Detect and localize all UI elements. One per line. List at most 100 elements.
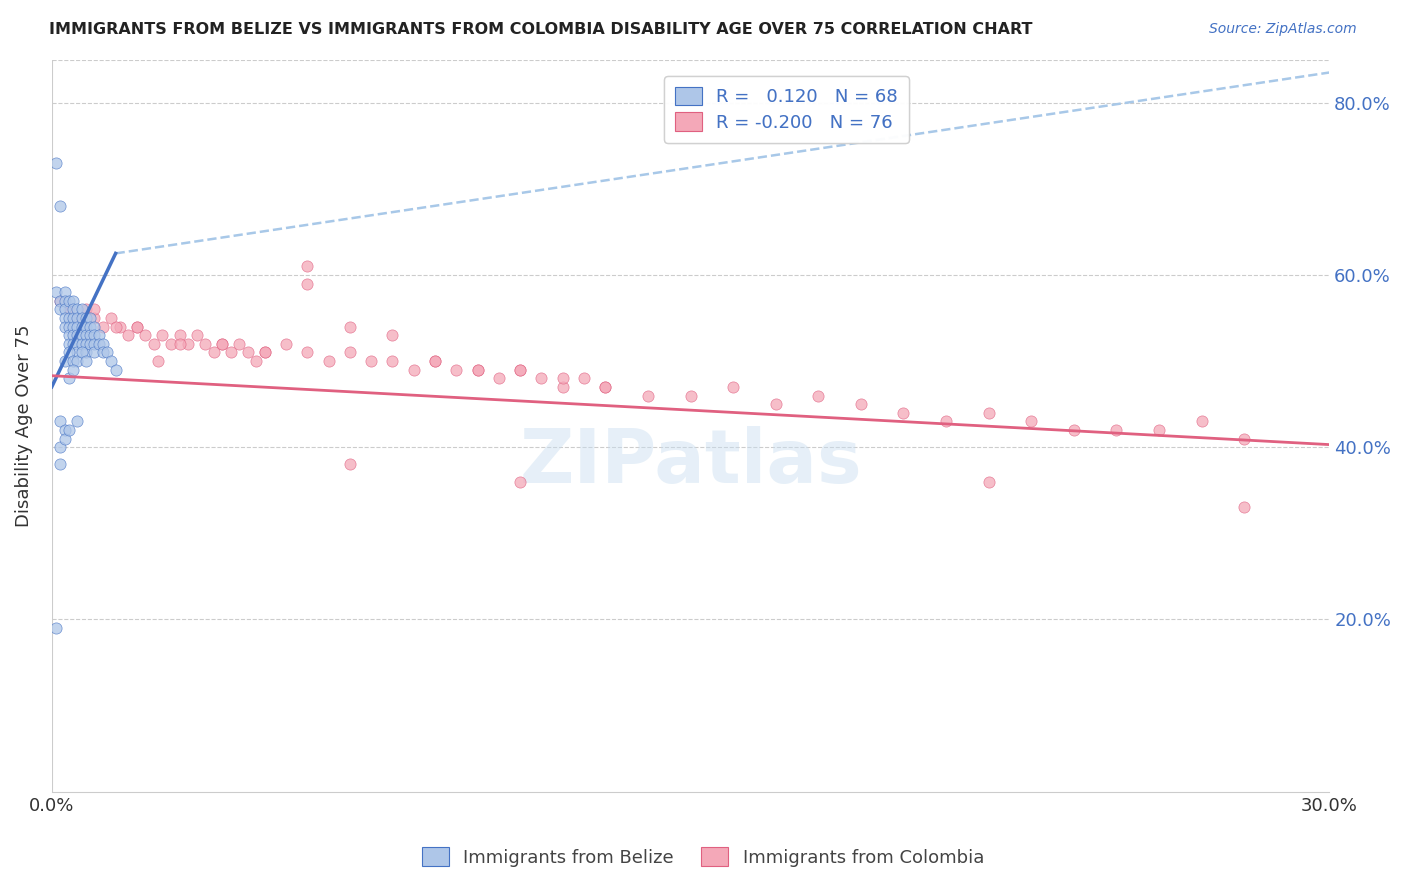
Point — [53, 302, 76, 317]
Point — [58, 328, 80, 343]
Point — [66, 328, 89, 343]
Point — [1105, 423, 1128, 437]
Point — [79, 328, 101, 343]
Point — [117, 328, 139, 343]
Point — [49, 440, 72, 454]
Point — [49, 199, 72, 213]
Point — [75, 302, 97, 317]
Point — [58, 423, 80, 437]
Point — [977, 406, 1000, 420]
Point — [70, 310, 93, 325]
Point — [62, 328, 84, 343]
Point — [148, 354, 170, 368]
Point — [1063, 423, 1085, 437]
Point — [219, 345, 242, 359]
Point — [62, 319, 84, 334]
Point — [423, 354, 446, 368]
Point — [765, 397, 787, 411]
Point — [194, 336, 217, 351]
Point — [202, 345, 225, 359]
Point — [551, 380, 574, 394]
Point — [1233, 432, 1256, 446]
Point — [75, 328, 97, 343]
Text: IMMIGRANTS FROM BELIZE VS IMMIGRANTS FROM COLOMBIA DISABILITY AGE OVER 75 CORREL: IMMIGRANTS FROM BELIZE VS IMMIGRANTS FRO… — [49, 22, 1033, 37]
Point — [45, 621, 67, 635]
Point — [423, 354, 446, 368]
Point — [297, 345, 319, 359]
Point — [83, 328, 105, 343]
Point — [595, 380, 617, 394]
Point — [253, 345, 276, 359]
Point — [236, 345, 259, 359]
Point — [446, 362, 468, 376]
Point — [509, 362, 531, 376]
Point — [53, 310, 76, 325]
Point — [186, 328, 208, 343]
Point — [58, 302, 80, 317]
Point — [83, 345, 105, 359]
Point — [58, 345, 80, 359]
Point — [49, 414, 72, 428]
Point — [211, 336, 233, 351]
Point — [318, 354, 340, 368]
Point — [274, 336, 297, 351]
Point — [75, 336, 97, 351]
Point — [360, 354, 382, 368]
Point — [679, 388, 702, 402]
Legend: R =   0.120   N = 68, R = -0.200   N = 76: R = 0.120 N = 68, R = -0.200 N = 76 — [664, 76, 908, 143]
Point — [58, 310, 80, 325]
Point — [488, 371, 510, 385]
Point — [45, 285, 67, 300]
Point — [66, 302, 89, 317]
Point — [1191, 414, 1213, 428]
Y-axis label: Disability Age Over 75: Disability Age Over 75 — [15, 325, 32, 527]
Point — [45, 156, 67, 170]
Point — [62, 336, 84, 351]
Point — [893, 406, 915, 420]
Point — [849, 397, 872, 411]
Point — [75, 354, 97, 368]
Point — [87, 328, 110, 343]
Point — [62, 362, 84, 376]
Point — [96, 345, 118, 359]
Point — [530, 371, 553, 385]
Point — [53, 293, 76, 308]
Text: ZIPatlas: ZIPatlas — [519, 425, 862, 499]
Point — [125, 319, 148, 334]
Point — [66, 310, 89, 325]
Point — [977, 475, 1000, 489]
Point — [75, 310, 97, 325]
Point — [49, 458, 72, 472]
Point — [70, 336, 93, 351]
Point — [53, 432, 76, 446]
Point — [62, 354, 84, 368]
Point — [935, 414, 957, 428]
Point — [62, 293, 84, 308]
Point — [1019, 414, 1042, 428]
Point — [66, 319, 89, 334]
Point — [62, 310, 84, 325]
Point — [509, 362, 531, 376]
Point — [297, 260, 319, 274]
Point — [104, 319, 127, 334]
Point — [253, 345, 276, 359]
Legend: Immigrants from Belize, Immigrants from Colombia: Immigrants from Belize, Immigrants from … — [413, 838, 993, 876]
Point — [70, 302, 93, 317]
Point — [58, 371, 80, 385]
Point — [100, 310, 122, 325]
Point — [53, 354, 76, 368]
Point — [49, 293, 72, 308]
Point — [1147, 423, 1170, 437]
Point — [152, 328, 174, 343]
Point — [79, 310, 101, 325]
Point — [58, 319, 80, 334]
Point — [467, 362, 489, 376]
Point — [211, 336, 233, 351]
Point — [70, 328, 93, 343]
Point — [83, 336, 105, 351]
Point — [509, 475, 531, 489]
Point — [177, 336, 200, 351]
Point — [245, 354, 267, 368]
Point — [91, 336, 114, 351]
Point — [381, 354, 404, 368]
